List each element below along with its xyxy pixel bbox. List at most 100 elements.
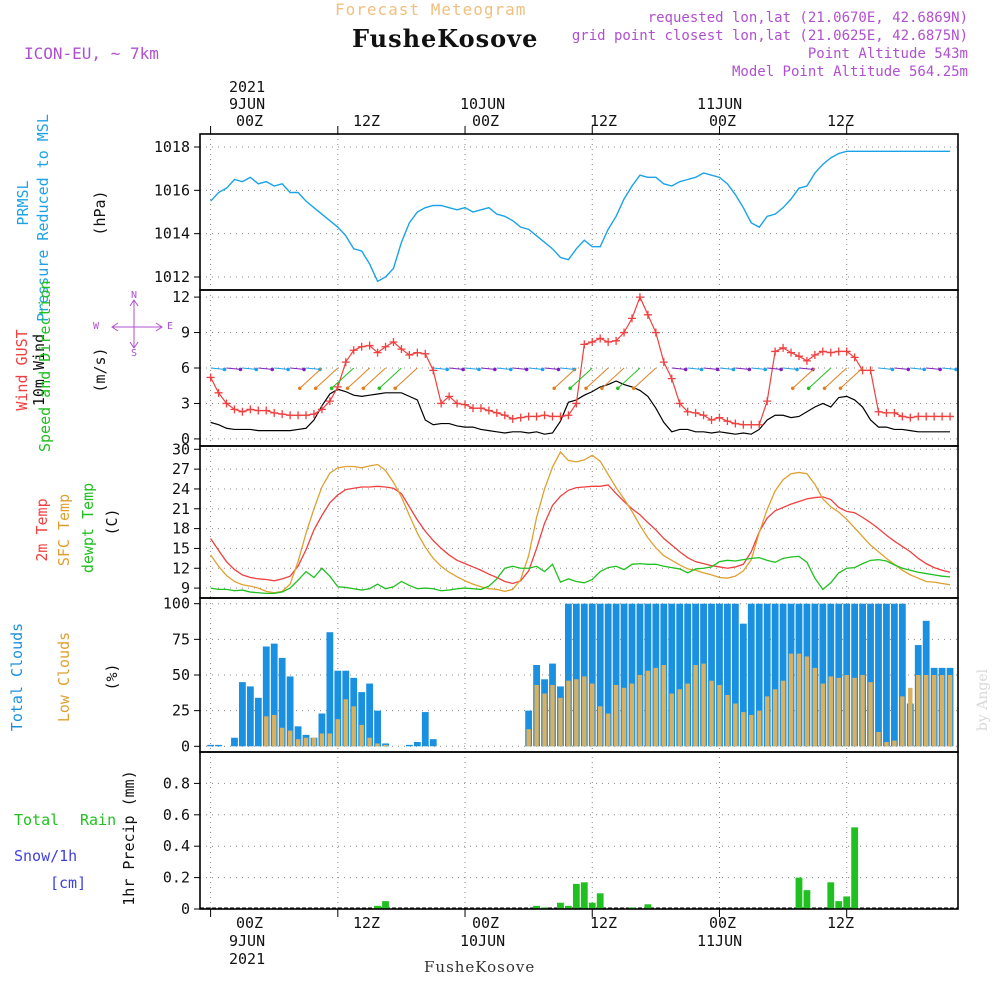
gust-marker: [214, 388, 223, 397]
wind-direction-arrow: [560, 367, 575, 370]
gust-marker: [922, 412, 931, 421]
wind-direction-arrow: [926, 367, 941, 370]
p3-ytick-label: 21: [172, 500, 190, 518]
low-cloud-bar: [629, 683, 635, 747]
total-cloud-bar: [231, 737, 238, 747]
p5-ytick-label: 0.2: [163, 869, 190, 887]
gust-marker: [532, 412, 541, 421]
wind-direction-arrow: [449, 367, 464, 370]
low-cloud-bar: [876, 732, 881, 747]
gust-marker: [794, 352, 803, 361]
gust-marker: [779, 343, 788, 352]
gust-marker: [548, 412, 557, 421]
wind-arrow-head: [270, 367, 275, 372]
rain-bar: [843, 896, 851, 909]
wind-direction-arrow: [601, 367, 625, 389]
wind-direction-arrow: [767, 367, 782, 370]
point-altitude: Point Altitude 543m: [807, 46, 968, 62]
total-cloud-bar: [684, 603, 692, 747]
low-cloud-bar: [939, 675, 945, 747]
wind-direction-arrow: [569, 367, 593, 389]
low-cloud-bar: [764, 696, 770, 747]
total-cloud-bar: [883, 603, 890, 747]
low-cloud-bar: [916, 675, 921, 747]
gust-marker: [476, 404, 485, 413]
wind-arrow-head: [461, 367, 465, 372]
low-cloud-bar: [264, 716, 269, 747]
wind-direction-arrow: [910, 367, 925, 370]
low-cloud-bar: [645, 670, 651, 747]
gust-marker: [818, 347, 827, 356]
bottom-year: 2021: [229, 950, 266, 968]
closest-coords: grid point closest lon,lat (21.0625E, 42…: [571, 28, 968, 44]
wind-arrow-head: [552, 386, 557, 391]
total-cloud-bar: [580, 603, 588, 747]
gust-marker: [222, 399, 231, 408]
low-cloud-bar: [836, 677, 841, 747]
total-cloud-bar: [620, 603, 628, 747]
wind-arrow-head: [361, 386, 366, 391]
total-cloud-bar: [827, 603, 835, 747]
gust-marker: [445, 392, 454, 401]
gust-marker: [604, 338, 613, 346]
total-cloud-bar: [413, 742, 421, 747]
wind-direction-arrow: [585, 367, 609, 389]
gust-marker: [357, 342, 366, 351]
wind-arrow-head: [806, 386, 811, 391]
bottom-tick-00z-b: 00Z: [472, 914, 500, 932]
gust-marker: [317, 405, 326, 414]
gust-marker: [429, 366, 438, 375]
gust-marker: [381, 342, 390, 351]
gust-marker: [628, 314, 637, 323]
wind-direction-arrow: [305, 367, 320, 370]
p2-ytick-label: 9: [181, 324, 190, 342]
rain-bar: [644, 904, 652, 909]
gust-marker: [755, 420, 764, 429]
total-cloud-bar: [819, 603, 827, 747]
low-cloud-bar: [804, 656, 810, 747]
wind-direction-arrow: [299, 367, 323, 389]
gust-marker: [302, 411, 311, 420]
low-cloud-bar: [303, 737, 309, 747]
rain-bar: [572, 883, 580, 909]
total-cloud-bar: [421, 712, 429, 747]
p5-ytick-label: 0.6: [163, 806, 190, 824]
low-cloud-bar: [327, 733, 333, 747]
gust-marker: [500, 411, 509, 420]
wind-direction-arrow: [528, 367, 543, 370]
gust-marker: [723, 417, 732, 426]
gust-marker: [365, 341, 374, 350]
bottom-day-10jun: 10JUN: [460, 932, 506, 950]
p5-ytick-label: 0.4: [163, 837, 190, 855]
rain-bar: [803, 890, 811, 909]
p3-ytick-label: 15: [172, 539, 190, 557]
gust-marker: [930, 412, 939, 421]
gust-marker: [294, 411, 303, 420]
total-cloud-bar: [763, 603, 771, 747]
bottom-tick-12z-a: 12Z: [353, 914, 381, 932]
rain-bar: [851, 827, 859, 909]
bottom-day-11jun: 11JUN: [697, 932, 743, 950]
footer-location: FusheKosove: [424, 958, 536, 976]
low-cloud-bar: [709, 680, 714, 747]
gust-marker: [914, 412, 923, 421]
wind-arrow-head: [683, 367, 688, 372]
low-cloud-bar: [526, 729, 531, 747]
total-cloud-bar: [286, 676, 294, 747]
compass-n: N: [131, 290, 138, 301]
low-cloud-bar: [343, 699, 348, 747]
wind-direction-arrow: [894, 367, 909, 370]
low-cloud-bar: [685, 683, 690, 747]
wind-direction-arrow: [735, 367, 750, 370]
bottom-day-9jun: 9JUN: [229, 932, 266, 950]
top-tick-00z-a: 00Z: [236, 112, 264, 130]
gust-marker: [620, 328, 629, 337]
top-year: 2021: [229, 78, 266, 96]
total-cloud-bar: [755, 603, 763, 747]
low-cloud-bar: [923, 675, 929, 747]
wind-arrow-head: [377, 386, 382, 391]
wind-direction-arrow: [942, 367, 957, 370]
low-cloud-bar: [868, 682, 873, 747]
top-tick-12z-c: 12Z: [827, 112, 855, 130]
model-altitude: Model Point Altitude 564.25m: [731, 64, 968, 80]
